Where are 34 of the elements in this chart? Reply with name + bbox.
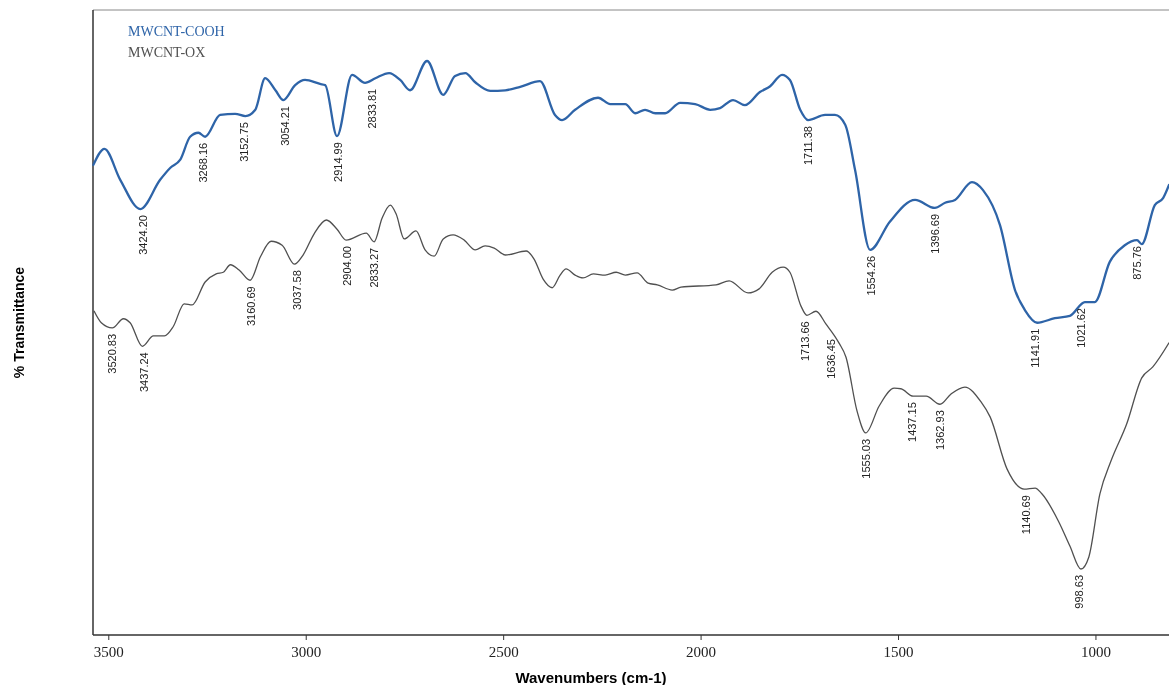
x-tick-label: 1000 (1080, 644, 1111, 660)
annotation: 1711.38 (802, 126, 815, 166)
annotation: 1396.69 (928, 213, 941, 254)
annotation: 998.63 (1072, 574, 1085, 609)
annotation: 1713.66 (798, 321, 811, 362)
annotation: 3160.69 (245, 286, 258, 327)
annotation: 1437.15 (905, 402, 918, 442)
annotation: 1141.91 (1029, 328, 1042, 368)
annotation: 2914.99 (332, 142, 345, 182)
text: MWCNT-OX (128, 45, 206, 60)
annotation: 1021.62 (1074, 308, 1087, 348)
annotation: 1555.03 (859, 438, 872, 479)
annotation: 3424.20 (137, 215, 150, 255)
annotation: 3037.58 (291, 270, 304, 310)
x-tick-label: 3000 (291, 644, 322, 660)
annotation: 1554.26 (864, 255, 877, 296)
y-axis-title: % Transmittance (11, 266, 27, 379)
x-tick-label: 2500 (488, 644, 519, 660)
x-tick-label: 1500 (883, 644, 914, 660)
annotation: 3520.83 (106, 333, 119, 374)
annotation: 3152.75 (238, 122, 251, 162)
annotation: 1362.93 (933, 410, 946, 451)
annotation: 1140.69 (1020, 495, 1033, 535)
text: MWCNT-COOH (128, 24, 225, 39)
annotation: 2833.27 (368, 247, 381, 288)
annotation: 3268.16 (197, 142, 210, 183)
x-tick-label: 2000 (686, 644, 717, 660)
x-tick-label: 3500 (93, 644, 124, 660)
annotation: 875.76 (1131, 246, 1144, 280)
annotation: 2833.81 (366, 88, 379, 129)
annotation: 3054.21 (279, 106, 292, 146)
annotation: 3437.24 (138, 352, 151, 393)
annotation: 1636.45 (825, 339, 837, 379)
annotation: 2904.00 (341, 246, 354, 286)
